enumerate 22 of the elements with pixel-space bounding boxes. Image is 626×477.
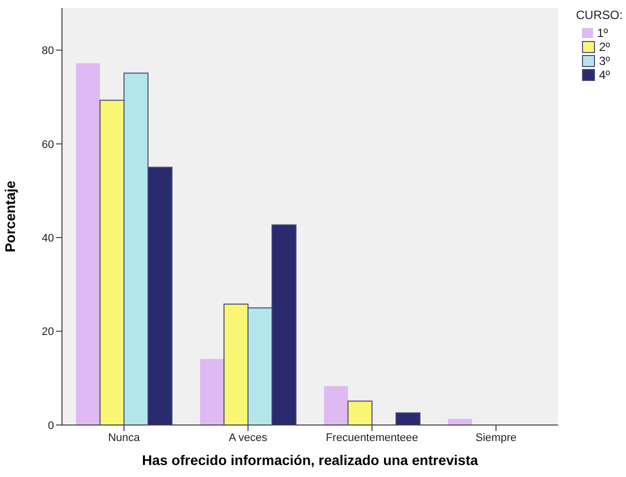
legend-label: 1º <box>597 26 608 40</box>
y-tick-label: 60 <box>42 138 54 151</box>
x-axis-title: Has ofrecido información, realizado una entrevista <box>142 452 478 468</box>
bar <box>448 418 472 425</box>
x-tick-label: Siempre <box>476 432 516 444</box>
y-tick-label: 80 <box>42 45 54 58</box>
bar <box>348 400 372 425</box>
bar <box>200 358 224 425</box>
y-tick-label: 0 <box>48 420 54 432</box>
bar <box>396 412 420 425</box>
y-tick-label: 40 <box>42 232 54 244</box>
bar <box>324 386 348 425</box>
x-tick-label: Nunca <box>108 432 141 444</box>
legend-title: CURSO: <box>576 8 623 22</box>
y-axis-title: Porcentaje <box>2 180 18 252</box>
y-tick-label: 20 <box>42 326 54 338</box>
legend-label: 4º <box>599 68 610 82</box>
legend-label: 3º <box>599 54 610 68</box>
x-tick-label: A veces <box>228 432 268 444</box>
bar <box>76 63 100 425</box>
x-tick-label: Frecuentementeee <box>326 432 418 444</box>
legend-label: 2º <box>599 40 610 54</box>
